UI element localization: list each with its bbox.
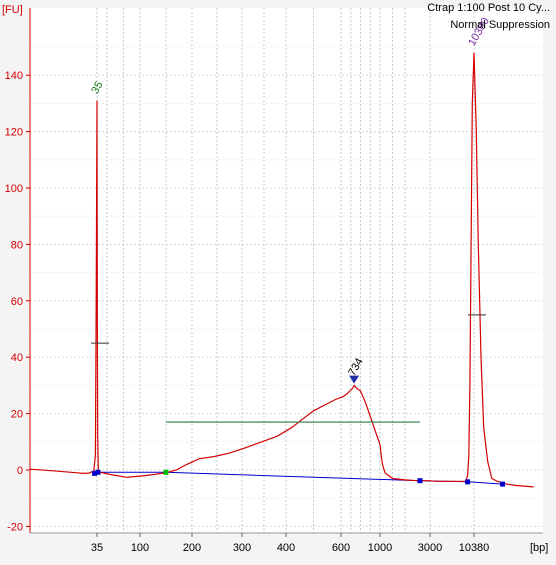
y-tick-label: 140 [5,70,23,82]
x-tick-label: 3000 [418,542,442,554]
boundary-marker [95,469,101,475]
x-tick-label: 400 [277,542,295,554]
boundary-marker [500,481,506,487]
x-tick-label: 1000 [368,542,392,554]
plot-area [30,8,543,533]
grid [30,8,543,533]
boundary-marker [417,478,423,484]
peak-label: 35 [89,79,106,96]
region-start-marker [163,469,169,475]
y-tick-label: -20 [7,521,23,533]
x-axis-label: [bp] [530,542,548,554]
y-tick-label: 80 [11,239,23,251]
x-tick-label: 35 [91,542,103,554]
boundary-marker [92,470,98,476]
x-tick-label: 600 [332,542,350,554]
y-tick-label: 60 [11,296,23,308]
x-tick-label: 200 [183,542,201,554]
x-tick-label: 100 [131,542,149,554]
y-ticks: -20 0 20 40 60 80 100 120 140 [5,70,30,533]
x-tick-label: 300 [233,542,251,554]
sample-title: Ctrap 1:100 Post 10 Cy... [427,2,550,14]
suppression-mode: Normal Suppression [450,19,550,31]
y-axis-label: [FU] [2,4,23,16]
y-tick-label: 120 [5,127,23,139]
y-tick-label: 0 [17,465,23,477]
x-tick-label: 10380 [459,542,490,554]
boundary-marker [465,479,471,485]
y-tick-label: 20 [11,409,23,421]
y-tick-label: 100 [5,183,23,195]
y-tick-label: 40 [11,352,23,364]
peak-marker-icon [349,375,360,384]
x-ticks: 35 100 200 300 400 600 1000 3000 10380 [91,533,489,554]
